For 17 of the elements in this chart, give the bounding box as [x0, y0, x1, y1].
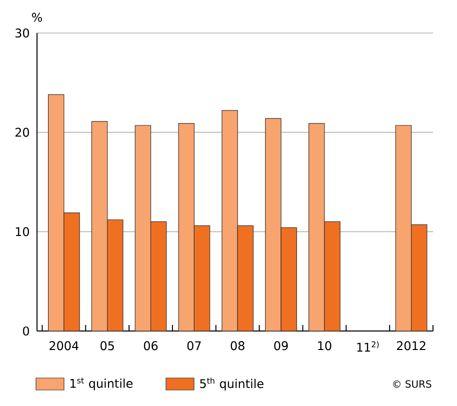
x-tick-label: 10	[318, 341, 332, 350]
y-tick-label: 30	[16, 28, 30, 38]
y-tick-label: 0	[22, 326, 30, 336]
x-tick-label: 09	[274, 341, 288, 350]
x-tick-label: 08	[230, 341, 244, 350]
y-tick-label: 20	[15, 128, 30, 137]
y-tick-label: 10	[16, 227, 30, 236]
x-tick-label: 06	[144, 341, 158, 350]
x-tick-label: 07	[187, 341, 201, 350]
x-tick-label: 2012	[396, 341, 426, 350]
x-tick-label: 2004	[50, 341, 78, 350]
text: © SURS	[393, 380, 432, 388]
y-axis-title: %	[32, 12, 42, 22]
legend-label: 1$^{st}$ quintile	[70, 378, 133, 390]
x-tick-label: 05	[100, 341, 114, 350]
legend-label: 5$^{th}$ quintile	[200, 378, 264, 390]
x-tick-label: 11$^{2)}$	[357, 341, 379, 352]
